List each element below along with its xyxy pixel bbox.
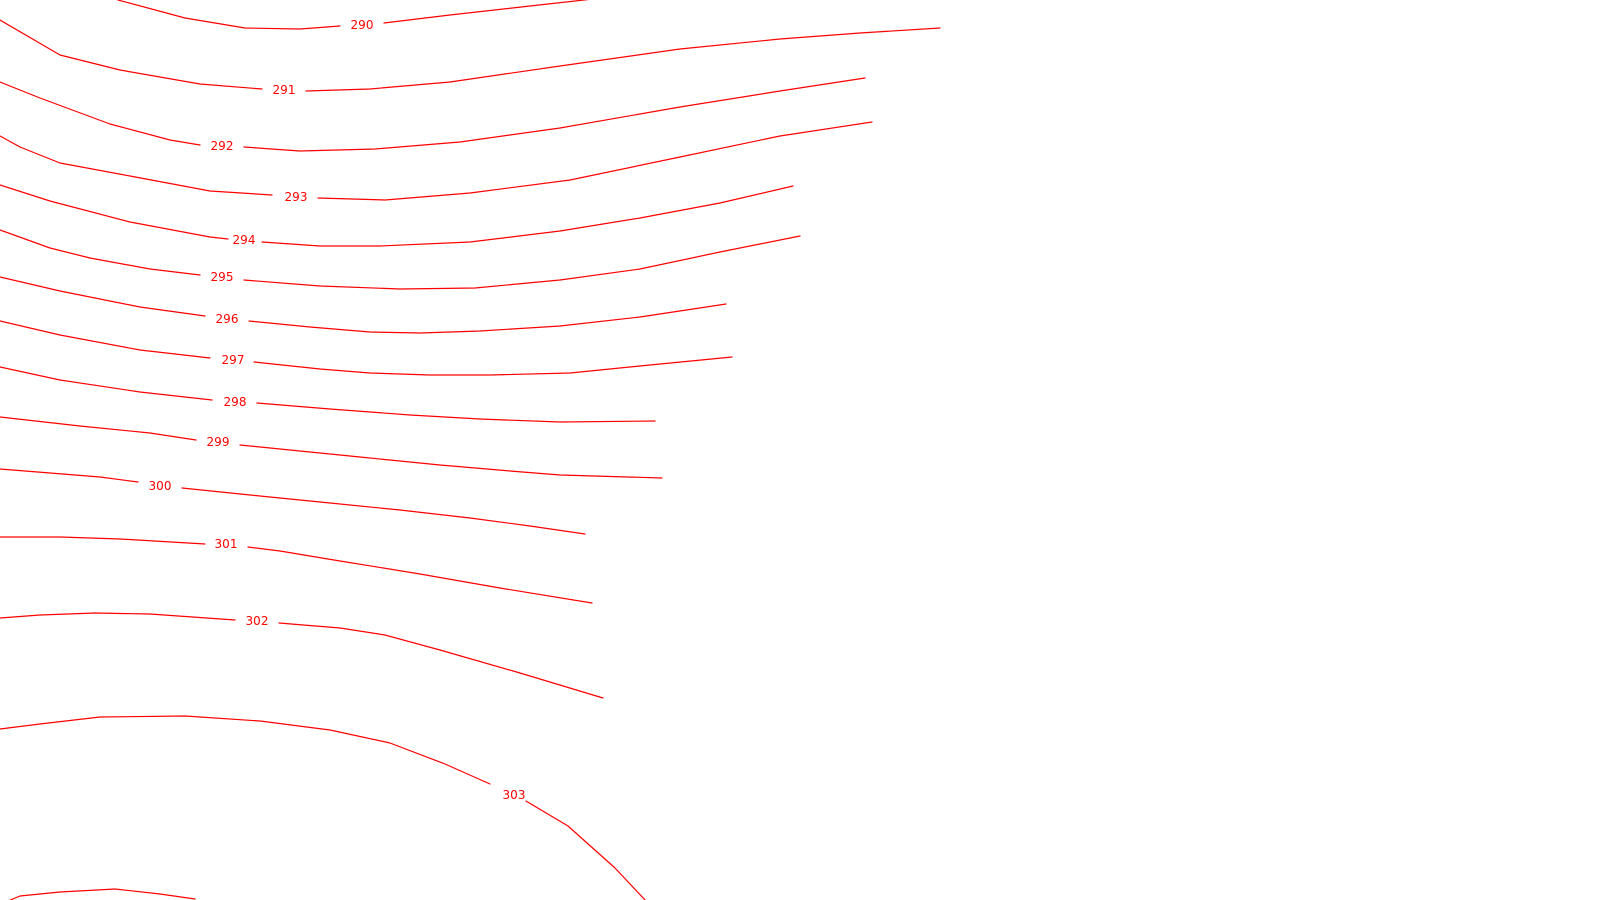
- contour-label-302: 302: [246, 614, 269, 628]
- contour-line-303: [0, 715, 491, 785]
- contour-label-300: 300: [149, 479, 172, 493]
- contour-303: 303: [0, 715, 646, 900]
- contour-290: 290: [117, 0, 590, 32]
- contour-line-291: [0, 19, 263, 90]
- contour-300: 300: [0, 468, 586, 535]
- contour-line-296-continued: [248, 303, 727, 334]
- contour-299: 299: [0, 416, 663, 479]
- contour-291: 291: [0, 19, 941, 97]
- contour-line-301-continued: [247, 546, 593, 604]
- contour-296: 296: [0, 276, 727, 334]
- contour-293: 293: [0, 121, 873, 204]
- contour-label-295: 295: [211, 270, 234, 284]
- contour-label-293: 293: [285, 190, 308, 204]
- contour-line-292-continued: [243, 77, 866, 152]
- contour-line-295: [0, 229, 201, 276]
- contour-label-290: 290: [351, 18, 374, 32]
- contour-line-299-continued: [239, 444, 663, 479]
- contour-line-302-continued: [278, 622, 604, 699]
- contour-302: 302: [0, 612, 604, 699]
- contour-line-297-continued: [253, 356, 733, 376]
- contour-label-299: 299: [207, 435, 230, 449]
- contour-301: 301: [0, 536, 593, 604]
- contour-line-296: [0, 276, 206, 317]
- contour-label-291: 291: [273, 83, 296, 97]
- contour-label-298: 298: [224, 395, 247, 409]
- contour-label-292: 292: [211, 139, 234, 153]
- contour-line-292: [0, 81, 201, 146]
- contour-label-297: 297: [222, 353, 245, 367]
- contour-line-300-continued: [181, 487, 586, 535]
- contour-line-unlabeled-bottom: [8, 888, 196, 900]
- contour-label-301: 301: [215, 537, 238, 551]
- contour-line-298: [0, 366, 213, 401]
- contour-line-298-continued: [256, 402, 656, 423]
- contour-line-302: [0, 612, 236, 621]
- contour-label-303: 303: [503, 788, 526, 802]
- contour-294: 294: [0, 184, 794, 247]
- contour-292: 292: [0, 77, 866, 153]
- contour-line-301: [0, 536, 206, 545]
- contour-line-291-continued: [305, 27, 941, 92]
- contour-line-290-continued: [383, 0, 590, 24]
- contour-line-294: [0, 184, 229, 240]
- contour-line-295-continued: [243, 235, 801, 290]
- contour-298: 298: [0, 366, 656, 423]
- contour-line-297: [0, 320, 211, 359]
- contour-line-290: [117, 0, 341, 30]
- contour-line-293-continued: [317, 121, 873, 201]
- contour-line-303-continued: [525, 800, 646, 900]
- contour-line-293: [0, 135, 273, 196]
- contour-line-299: [0, 416, 197, 441]
- contour-line-294-continued: [261, 185, 794, 247]
- contour-295: 295: [0, 229, 801, 290]
- contour-297: 297: [0, 320, 733, 376]
- contour-unlabeled-bottom: [8, 888, 196, 900]
- contour-label-296: 296: [216, 312, 239, 326]
- contour-label-294: 294: [233, 233, 256, 247]
- contour-line-300: [0, 468, 139, 483]
